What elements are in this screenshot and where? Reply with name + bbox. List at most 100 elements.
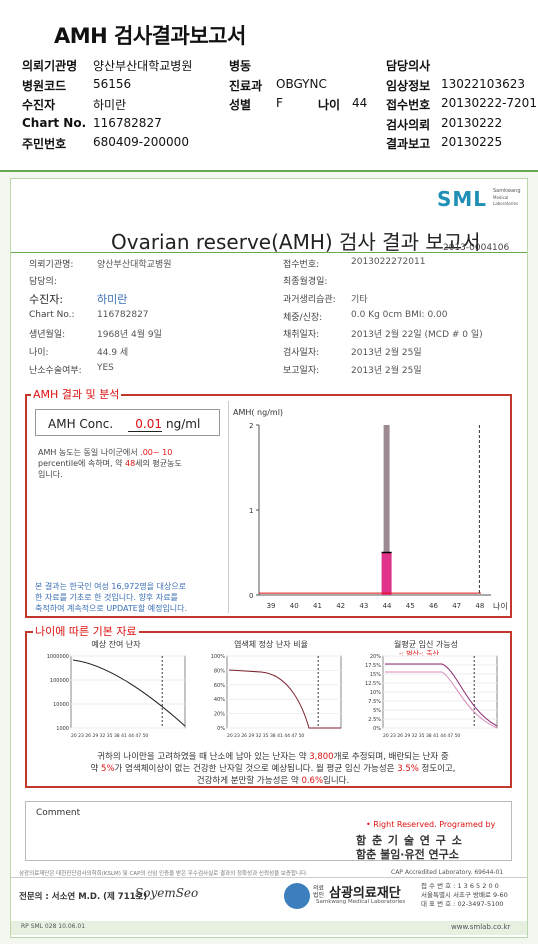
specialist-signature: SoyemSeo — [135, 886, 199, 900]
sample-label-5: 검사일자: — [283, 348, 320, 358]
field-label-6: 난소수술여부: — [29, 366, 82, 376]
sample-value-3: 0.0 Kg 0cm BMI: 0.00 — [351, 310, 448, 320]
accreditation-note: 삼광의료재단은 대한진단검사의학회(KSLM) 및 CAP의 신임 인증을 받은… — [19, 871, 308, 877]
amh-conc-box: AMH Conc. 0.01 ng/ml — [35, 409, 220, 436]
header-k3-row0: 담당의사 — [386, 59, 431, 73]
header-k1-row2: 수진자 — [22, 98, 56, 112]
field-label-1: 담당의: — [29, 277, 57, 287]
foundation-prefix: 의료법인 — [313, 885, 325, 899]
header-v1-row0: 양산부산대학교병원 — [93, 59, 193, 73]
sample-label-4: 채취일자: — [283, 330, 320, 340]
amh-conc-label: AMH Conc. — [48, 417, 114, 431]
specialist: 전문의 : 서소연 M.D. (제 711호) — [19, 892, 148, 902]
header-k1-row0: 의뢰기관명 — [22, 59, 78, 73]
amh-x-tick-label-6: 45 — [406, 602, 415, 610]
header-v1-row3: 116782827 — [93, 115, 162, 130]
header-k1-row4: 주민번호 — [22, 137, 67, 151]
amh-y-tick-label-2: 2 — [249, 422, 253, 430]
header-k2b-row2: 나이 — [318, 98, 341, 112]
report-title: Ovarian reserve(AMH) 검사 결과 보고서 — [111, 230, 481, 254]
header-k2-row1: 진료과 — [229, 78, 263, 93]
field-value-0: 양산부산대학교병원 — [97, 260, 172, 270]
panel3-title: 월평균 임신 가능성 — [394, 640, 458, 649]
panel1-chart: 1000000 100000 10000 1000 20 23 26 29 32 35 … — [35, 650, 188, 740]
sample-value-4: 2013년 2월 22일 (MCD # 0 일) — [351, 330, 483, 340]
comment-label: Comment — [36, 808, 81, 818]
header-v2-row2: F — [276, 96, 283, 110]
panel3-curve-1 — [385, 671, 498, 729]
amh-x-tick-label-9: 48 — [475, 602, 484, 610]
amh-bar-s0-44 — [383, 425, 390, 595]
amh-x-tick-label-4: 43 — [359, 602, 368, 610]
header-v2b-row2: 44 — [352, 96, 368, 110]
sml-logo: SML — [437, 187, 488, 211]
header-v3-row2: 20130222-72011 — [441, 96, 538, 110]
rights-text: • Right Reserved. Programed by — [366, 820, 496, 829]
panel1-ytick-1: 100000 — [50, 678, 69, 684]
amh-x-axis-label: 나이 — [493, 601, 508, 611]
panel1-title: 예상 잔여 난자 — [91, 640, 141, 649]
amh-y-tick-label-1: 1 — [249, 507, 253, 515]
panel2-chart: 100% 80% 60% 40% 20% 0% 20 23 26 29 32 35 38 4… — [191, 650, 344, 740]
amh-x-tick-label-5: 44 — [383, 602, 392, 610]
panel2-ytick-0: 100% — [211, 654, 226, 660]
header-k3-row1: 임상정보 — [386, 78, 431, 93]
panel3-curve-0 — [385, 663, 498, 727]
amh-x-tick-label-3: 42 — [336, 602, 345, 610]
amh-x-tick-label-7: 46 — [429, 602, 438, 610]
age-data-section — [25, 631, 512, 788]
sample-label-1: 최종월경일: — [283, 277, 328, 287]
comment-box: Comment • Right Reserved. Programed by 함… — [25, 801, 512, 861]
panel3-legend: -: 범산-: 출산 — [399, 650, 439, 658]
header-v3-row4: 20130225 — [441, 135, 503, 149]
panel3-ytick-7: 2.5% — [368, 717, 381, 723]
panel3-ytick-1: 17.5% — [365, 663, 381, 669]
panel1-ytick-3: 1000 — [56, 726, 69, 732]
field-value-3: 116782827 — [97, 310, 149, 320]
amh-x-tick-label-0: 39 — [267, 602, 276, 610]
panel3-xticks: 20 23 26 29 32 35 38 41 44 47 50 — [383, 733, 460, 739]
panel2-ytick-2: 60% — [214, 683, 225, 689]
field-label-4: 생년월일: — [29, 330, 66, 340]
amh-chart: AMH( ng/ml) 0 1 2 39 40 41 42 43 44 45 46 47 48 나이 — [228, 401, 510, 613]
panel1-frame — [70, 655, 186, 729]
sample-value-2: 기타 — [351, 295, 368, 305]
panel2-ytick-3: 40% — [214, 697, 225, 703]
report-body: SML Samkwang Medical Laboratories Ovaria… — [10, 178, 528, 938]
amh-bar-s1-44 — [381, 552, 392, 595]
field-value-6: YES — [97, 363, 114, 373]
institute-name-2: 함춘 불임·유전 연구소 — [356, 848, 459, 861]
sample-value-6: 2013년 2월 25일 — [351, 366, 422, 376]
panel1-curve-0 — [72, 659, 186, 727]
field-label-0: 의뢰기관명: — [29, 260, 74, 270]
panel1-ytick-2: 10000 — [53, 702, 69, 708]
header-k1-row1: 병원코드 — [22, 78, 67, 93]
contact-info: 접 수 번 호 : 1 3 6 5 2 0 0 서울특별시 서초구 방배로 9-… — [421, 882, 508, 908]
panel2-ytick-4: 20% — [214, 712, 225, 718]
amh-x-tick-label-8: 47 — [452, 602, 461, 610]
sample-label-0: 접수번호: — [283, 260, 320, 270]
header-k2-row0: 병동 — [229, 59, 252, 73]
header-k2-row2: 성별 — [229, 98, 252, 112]
panel3-ytick-5: 7.5% — [368, 699, 381, 705]
bottom-bar — [11, 921, 527, 935]
header-k1-row3: Chart No. — [22, 115, 87, 130]
amh-y-axis-label: AMH( ng/ml) — [233, 408, 283, 417]
sample-label-2: 과거생리습관: — [283, 295, 336, 305]
page-title: AMH 검사결과보고서 — [54, 24, 246, 48]
field-value-4: 1968년 4월 9일 — [97, 330, 162, 340]
sample-value-0: 2013022272011 — [351, 257, 426, 267]
header-v1-row1: 56156 — [93, 76, 132, 91]
panel1-xticks: 20 23 26 29 32 35 38 41 44 47 50 — [71, 733, 148, 739]
amh-conc-unit: ng/ml — [166, 417, 201, 431]
footer-divider — [11, 877, 527, 878]
field-label-5: 나이: — [29, 348, 49, 358]
panel1-ytick-0: 1000000 — [47, 654, 69, 660]
header-v3-row3: 20130222 — [441, 115, 503, 130]
sample-value-5: 2013년 2월 25일 — [351, 348, 422, 358]
amh-data-note: 본 결과는 한국인 여성 16,972명을 대상으로 한 자료를 기초로 한 것… — [35, 582, 188, 613]
panel2-frame — [226, 655, 342, 729]
header-v1-row2: 하미란 — [93, 98, 127, 112]
form-number: RP SML 028 10.06.01 — [21, 923, 86, 930]
foundation-logo-icon — [284, 883, 310, 909]
